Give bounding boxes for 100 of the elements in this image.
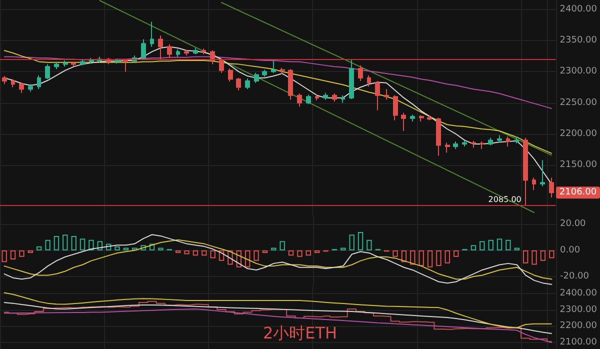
candlestick	[193, 47, 198, 55]
candlestick	[167, 44, 172, 58]
candlestick	[28, 84, 33, 92]
bar	[418, 250, 424, 266]
bar	[470, 245, 476, 250]
candlestick	[393, 94, 398, 121]
candlestick	[506, 136, 510, 147]
bar	[436, 250, 442, 266]
bar	[80, 238, 86, 250]
candlestick	[254, 72, 259, 84]
bar	[427, 250, 433, 268]
bar	[132, 248, 138, 250]
bar	[175, 250, 181, 253]
candlestick	[158, 35, 163, 60]
bar	[19, 250, 24, 257]
bar	[62, 234, 68, 250]
bar	[522, 250, 528, 264]
y-tick-label: 2400.00	[560, 288, 598, 299]
bar	[349, 234, 354, 250]
candlestick	[210, 50, 215, 65]
bar	[36, 246, 42, 250]
bar	[114, 246, 120, 250]
y-tick-label: 2150.00	[560, 160, 598, 170]
bar	[271, 248, 276, 250]
candlestick	[45, 64, 50, 80]
y-tick-label: -20.00	[560, 272, 590, 282]
bar	[28, 250, 34, 253]
candlestick	[323, 92, 328, 100]
bar	[506, 240, 511, 250]
bar	[410, 250, 416, 265]
bar	[158, 248, 164, 250]
candlestick	[306, 94, 311, 105]
candlestick	[497, 134, 502, 144]
line-series	[4, 56, 552, 109]
bar	[453, 250, 459, 257]
bar	[496, 238, 502, 250]
candlestick	[427, 114, 432, 121]
bar	[401, 250, 407, 262]
candlestick	[480, 140, 484, 150]
bar	[514, 248, 520, 250]
candlestick	[384, 88, 389, 100]
bar	[366, 240, 372, 250]
text: 2106.00	[559, 188, 597, 198]
bar	[140, 245, 146, 250]
candlestick	[219, 58, 224, 74]
y-tick-label: 2300.00	[560, 66, 598, 77]
candlestick	[341, 94, 345, 104]
line-series	[4, 308, 552, 343]
bar	[106, 244, 112, 250]
candlestick	[315, 94, 319, 101]
candlestick	[410, 114, 415, 122]
bar	[392, 250, 398, 257]
bar	[297, 250, 302, 257]
y-tick-label: 20.00	[560, 219, 586, 230]
bar	[488, 240, 494, 250]
candlestick	[150, 21, 154, 48]
candlestick	[63, 60, 68, 68]
bar	[480, 241, 485, 250]
candlestick	[115, 58, 120, 64]
candlestick	[202, 48, 206, 55]
candlestick	[245, 78, 250, 90]
bar	[10, 250, 16, 260]
candlestick	[471, 140, 476, 148]
bar	[244, 250, 250, 268]
y-tick-label: 2300.00	[560, 304, 598, 315]
y-tick-label: 2400.00	[560, 4, 598, 14]
candlestick	[2, 76, 7, 85]
bar	[45, 240, 50, 250]
bar	[358, 232, 364, 250]
y-tick-label: 2200.00	[560, 321, 598, 332]
bar	[184, 250, 190, 254]
candlestick	[37, 74, 41, 90]
bar	[71, 236, 76, 250]
y-tick-label: 2350.00	[560, 36, 598, 46]
candlestick	[462, 140, 467, 147]
candlestick	[375, 80, 380, 111]
candlestick	[401, 112, 406, 132]
candlestick	[367, 74, 371, 88]
bar	[202, 250, 207, 256]
candlestick	[54, 61, 59, 70]
bar	[540, 250, 546, 261]
candlestick	[532, 177, 536, 191]
candlestick	[297, 92, 302, 108]
candlestick	[89, 57, 94, 64]
candlestick	[332, 92, 337, 102]
candlestick	[123, 58, 128, 72]
candlestick	[71, 61, 76, 68]
bar	[192, 250, 198, 256]
candlestick	[271, 60, 276, 74]
bar	[262, 250, 268, 253]
candlestick	[488, 137, 493, 146]
line-series	[4, 50, 552, 154]
bar	[88, 240, 94, 250]
candlestick	[514, 136, 519, 144]
bar	[549, 250, 554, 258]
bar	[149, 244, 155, 250]
bar	[218, 250, 224, 261]
bar	[2, 250, 7, 262]
candlestick	[19, 82, 24, 94]
bar	[97, 241, 103, 250]
